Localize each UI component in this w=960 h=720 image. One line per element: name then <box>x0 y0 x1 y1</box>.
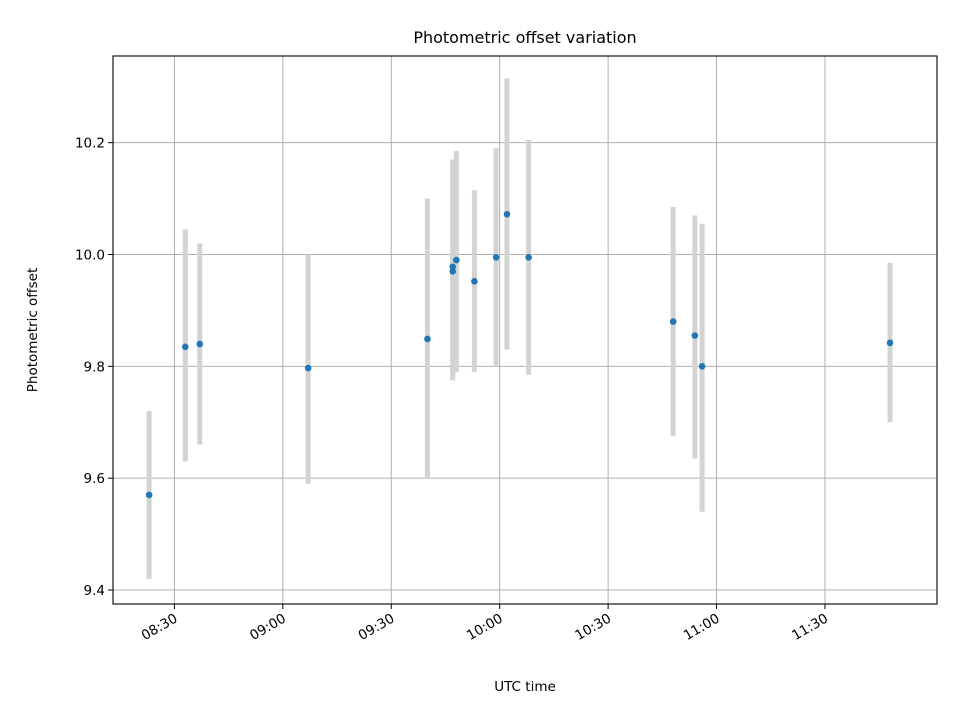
data-point <box>196 340 204 348</box>
y-tick-label: 9.8 <box>84 359 105 375</box>
x-tick-label: 11:30 <box>789 611 831 644</box>
data-point <box>886 339 894 347</box>
x-tick-label: 11:00 <box>681 611 723 644</box>
error-bars <box>146 78 893 579</box>
x-axis: 08:30 09:00 09:30 10:00 10:30 11:00 11:30 <box>139 604 831 644</box>
data-point <box>698 363 706 370</box>
x-tick-label: 09:30 <box>356 611 398 644</box>
y-tick-label: 10.2 <box>75 136 105 152</box>
data-point <box>424 335 431 343</box>
grid <box>113 56 937 604</box>
plot-frame <box>112 55 938 605</box>
chart-title: Photometric offset variation <box>413 28 636 47</box>
data-point <box>471 278 478 285</box>
y-tick-label: 9.6 <box>84 471 105 487</box>
y-axis: 9.4 9.6 9.8 10.0 10.2 <box>75 136 113 599</box>
data-points <box>145 210 894 499</box>
data-point <box>503 210 511 218</box>
data-point <box>453 256 460 264</box>
x-tick-label: 09:00 <box>247 611 289 644</box>
y-tick-label: 10.0 <box>75 248 105 264</box>
x-tick-label: 10:30 <box>572 611 614 644</box>
data-point <box>304 364 312 372</box>
data-point <box>492 254 500 261</box>
data-point <box>669 318 677 325</box>
data-point <box>145 491 153 499</box>
data-point <box>449 263 457 271</box>
y-tick-label: 9.4 <box>84 583 105 599</box>
x-tick-label: 08:30 <box>139 611 181 644</box>
data-point <box>691 332 699 339</box>
data-point <box>525 254 532 261</box>
data-point <box>181 343 189 351</box>
y-axis-label: Photometric offset <box>25 268 41 392</box>
x-tick-label: 10:00 <box>464 611 506 644</box>
x-axis-label: UTC time <box>494 679 556 695</box>
